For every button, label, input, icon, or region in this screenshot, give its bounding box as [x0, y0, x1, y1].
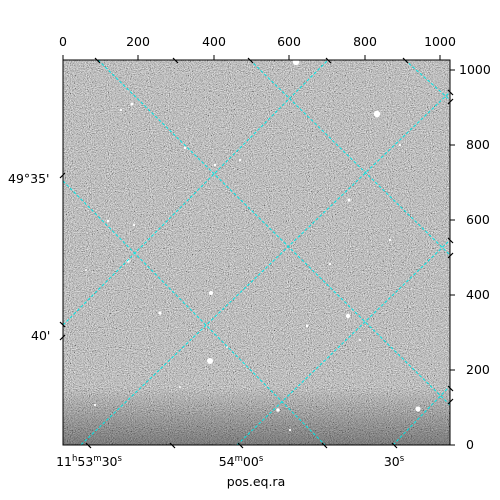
right-tick-label: 1000: [459, 62, 491, 77]
right-tick-label: 200: [466, 362, 490, 377]
wcs-ticks: [59, 57, 454, 449]
star: [179, 386, 181, 388]
star: [347, 198, 351, 202]
star: [238, 158, 242, 162]
star: [288, 428, 292, 432]
wcs-tick: [169, 442, 176, 449]
star: [398, 143, 402, 147]
grid-line: [249, 60, 450, 256]
star: [106, 219, 110, 223]
wcs-tick: [447, 385, 454, 392]
top-tick-label: 0: [59, 34, 67, 49]
star: [415, 406, 421, 412]
wcs-tick: [59, 334, 66, 341]
pixel-ticks: [62, 55, 455, 446]
wcs-tick: [59, 321, 66, 328]
x-axis-label: pos.eq.ra: [226, 474, 286, 489]
dec-tick-label: 49°35': [8, 171, 50, 186]
top-tick-label: 1000: [424, 34, 456, 49]
wcs-tick: [172, 57, 179, 64]
wcs-tick: [59, 172, 66, 179]
top-tick-label: 600: [277, 34, 301, 49]
right-tick-label: 600: [466, 212, 490, 227]
grid-line: [97, 60, 450, 406]
star: [305, 324, 309, 328]
grid-line: [63, 180, 326, 445]
star: [119, 108, 123, 112]
grid-line: [236, 239, 450, 445]
star: [226, 346, 228, 348]
star: [130, 102, 134, 106]
star: [373, 110, 381, 118]
star: [328, 262, 332, 266]
coordinate-grid: [63, 60, 450, 445]
ra-tick-label: 30s: [383, 454, 405, 469]
star: [93, 403, 97, 407]
wcs-tick: [247, 57, 254, 64]
right-tick-label: 800: [466, 137, 490, 152]
right-tick-label: 400: [466, 287, 490, 302]
star: [359, 339, 361, 341]
wcs-tick: [391, 442, 398, 449]
wcs-tick: [447, 252, 454, 259]
star: [132, 223, 136, 227]
wcs-tick: [237, 442, 244, 449]
star: [158, 311, 162, 315]
star: [213, 163, 217, 167]
dec-tick-label: 40': [31, 328, 51, 343]
grid-line: [80, 91, 450, 445]
wcs-tick: [447, 98, 454, 105]
star: [183, 146, 187, 150]
wcs-tick: [447, 89, 454, 96]
top-tick-label: 400: [202, 34, 226, 49]
ra-tick-label: 11h53m30s: [56, 454, 122, 469]
wcs-tick: [402, 57, 409, 64]
plot-frame: [62, 59, 451, 446]
grid-line: [404, 60, 450, 101]
star: [207, 358, 213, 364]
wcs-tick: [321, 442, 328, 449]
wcs-tick: [85, 442, 92, 449]
star: [209, 291, 213, 295]
top-tick-label: 800: [353, 34, 377, 49]
top-tick-label: 200: [126, 34, 150, 49]
right-tick-label: 0: [466, 437, 474, 452]
wcs-tick: [447, 237, 454, 244]
grid-line: [392, 385, 450, 445]
stars: [85, 58, 421, 432]
star: [85, 269, 87, 271]
wcs-tick: [447, 398, 454, 405]
wcs-tick: [325, 57, 332, 64]
sky-image: [63, 60, 450, 445]
star: [388, 238, 392, 242]
ra-tick-label: 54m00s: [218, 454, 264, 469]
grid-line: [63, 60, 329, 326]
star: [276, 408, 280, 412]
wcs-tick: [94, 57, 101, 64]
star: [345, 313, 351, 319]
